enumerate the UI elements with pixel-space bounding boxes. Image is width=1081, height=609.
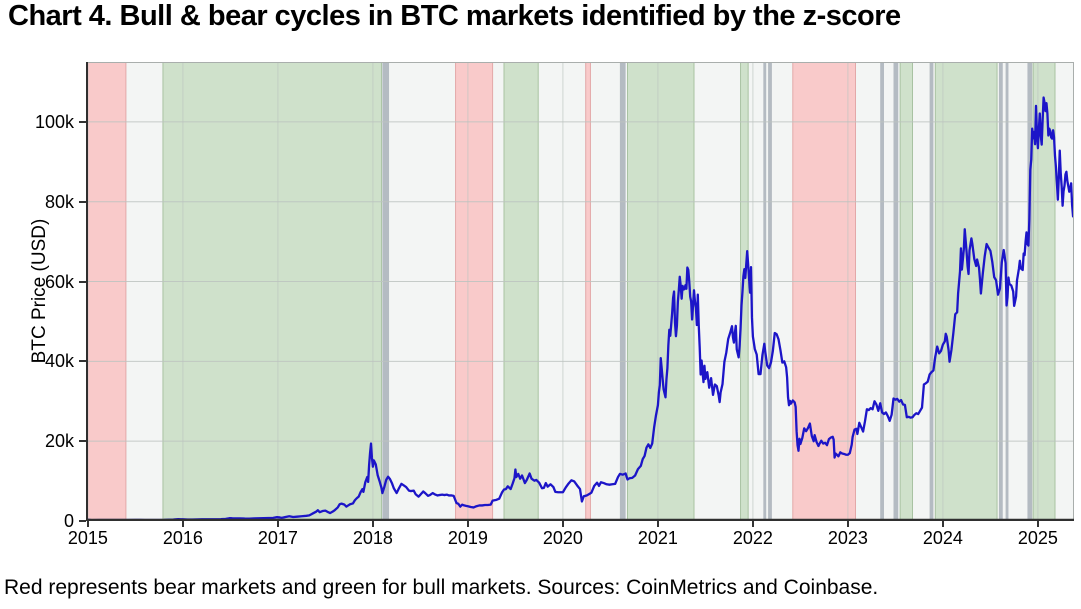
- bull-market-band: [503, 62, 539, 521]
- bear-market-band: [455, 62, 494, 521]
- y-tick-mark: [79, 520, 86, 522]
- bear-market-band: [86, 62, 127, 521]
- x-tick-label: 2019: [447, 528, 488, 548]
- y-tick-label: 60k: [44, 271, 74, 292]
- x-tick-mark: [656, 521, 659, 527]
- neutral-band: [929, 62, 934, 521]
- bull-market-band: [162, 62, 382, 521]
- y-tick-mark: [79, 360, 86, 363]
- x-tick-label: 2022: [732, 528, 773, 548]
- x-tick-label: 2024: [922, 528, 963, 548]
- x-tick-label: 2016: [162, 528, 203, 548]
- y-tick-mark: [79, 440, 86, 443]
- y-tick-label: 40k: [44, 351, 74, 372]
- neutral-band: [382, 62, 390, 521]
- x-tick-mark: [276, 521, 279, 527]
- x-tick-label: 2015: [67, 528, 108, 548]
- neutral-band: [763, 62, 767, 521]
- bear-market-band: [792, 62, 856, 521]
- price-line: [86, 96, 1074, 521]
- neutral-band: [893, 62, 899, 521]
- x-tick-label: 2020: [542, 528, 583, 548]
- x-tick-mark: [181, 521, 184, 527]
- y-tick-mark: [79, 280, 86, 283]
- x-tick-label: 2023: [827, 528, 868, 548]
- y-tick-label: 100k: [34, 111, 74, 132]
- y-tick-label: 0: [63, 511, 74, 531]
- neutral-band: [998, 62, 1003, 521]
- x-tick-mark: [1036, 521, 1039, 527]
- bull-market-band: [627, 62, 695, 521]
- x-tick-mark: [561, 521, 564, 527]
- footer-note: Red represents bear markets and green fo…: [4, 576, 879, 599]
- page-title: Chart 4. Bull & bear cycles in BTC marke…: [8, 0, 901, 32]
- plot-svg: [86, 62, 1074, 521]
- bear-market-band: [585, 62, 591, 521]
- bull-market-band: [934, 62, 998, 521]
- neutral-band: [768, 62, 772, 521]
- y-tick-mark: [79, 200, 86, 203]
- bull-market-band: [899, 62, 914, 521]
- x-tick-label: 2025: [1017, 528, 1058, 548]
- x-tick-mark: [941, 521, 944, 527]
- neutral-band: [619, 62, 626, 521]
- x-tick-label: 2018: [352, 528, 393, 548]
- x-tick-mark: [751, 521, 754, 527]
- neutral-band: [880, 62, 884, 521]
- y-tick-label: 80k: [44, 191, 74, 212]
- btc-price-chart: [86, 62, 1074, 521]
- neutral-band: [1027, 62, 1033, 521]
- x-tick-mark: [846, 521, 849, 527]
- bull-market-band: [1032, 62, 1056, 521]
- x-tick-label: 2021: [637, 528, 678, 548]
- x-tick-mark: [86, 521, 89, 527]
- x-tick-mark: [371, 521, 374, 527]
- y-tick-label: 20k: [44, 431, 74, 452]
- y-tick-mark: [79, 120, 86, 123]
- bull-market-band: [740, 62, 749, 521]
- x-tick-mark: [466, 521, 469, 527]
- x-tick-label: 2017: [257, 528, 298, 548]
